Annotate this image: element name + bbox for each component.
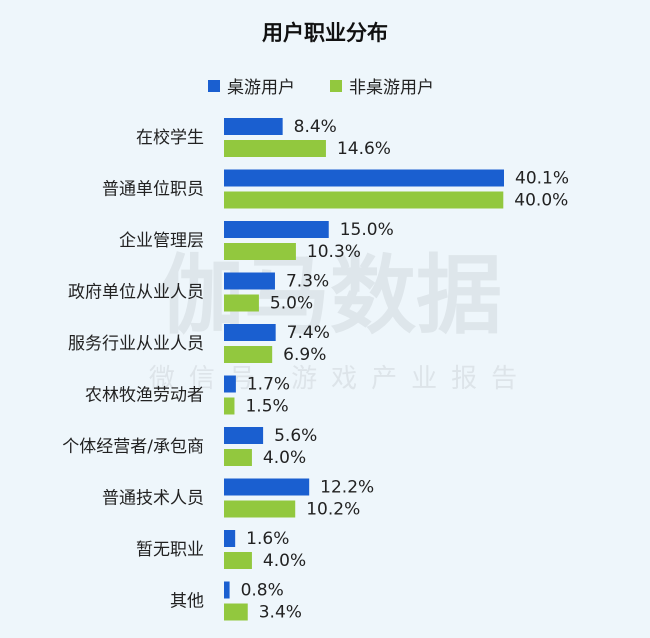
category-label: 暂无职业 [136, 540, 204, 560]
category-label: 个体经营者/承包商 [62, 437, 204, 457]
bar-desk-0 [224, 118, 283, 135]
category-label: 普通单位职员 [102, 180, 204, 200]
watermark: 伽马数据 微信号 游戏产业报告 [149, 246, 531, 394]
bar-nondesk-0 [224, 140, 326, 157]
bar-desk-7 [224, 478, 310, 496]
watermark-sub: 微信号 游戏产业报告 [149, 364, 531, 394]
legend-swatch-nondesk [330, 80, 342, 92]
value-label: 14.6% [337, 139, 391, 159]
legend-swatch-desk [208, 80, 220, 92]
value-label: 6.9% [283, 345, 326, 365]
value-label: 4.0% [263, 448, 306, 468]
bar-desk-2 [224, 221, 329, 238]
bar-nondesk-1 [224, 191, 504, 209]
category-label: 企业管理层 [119, 231, 204, 251]
bar-desk-6 [224, 427, 264, 444]
category-label: 在校学生 [136, 128, 204, 148]
value-label: 40.1% [515, 169, 569, 189]
bar-nondesk-2 [224, 243, 296, 260]
bar-desk-4 [224, 324, 276, 341]
bar-nondesk-9 [224, 603, 248, 621]
bar-desk-9 [224, 581, 230, 599]
bar-desk-1 [224, 169, 504, 187]
value-label: 40.0% [514, 191, 568, 211]
legend-label-nondesk: 非桌游用户 [349, 78, 434, 98]
category-label: 政府单位从业人员 [68, 283, 204, 303]
legend: 桌游用户 非桌游用户 [208, 78, 434, 98]
category-label: 农林牧渔劳动者 [85, 386, 204, 406]
value-label: 0.8% [241, 581, 284, 601]
value-label: 12.2% [320, 478, 374, 498]
bar-nondesk-4 [224, 346, 273, 363]
category-label: 其他 [170, 592, 204, 612]
bar-nondesk-8 [224, 552, 252, 569]
value-label: 8.4% [294, 117, 337, 137]
category-label: 服务行业从业人员 [68, 334, 204, 354]
bar-nondesk-7 [224, 500, 296, 518]
value-label: 4.0% [263, 551, 306, 571]
value-label: 7.4% [287, 323, 330, 343]
value-label: 10.3% [307, 242, 361, 262]
bar-desk-8 [224, 530, 236, 547]
legend-label-desk: 桌游用户 [227, 78, 295, 98]
bar-nondesk-3 [224, 294, 259, 312]
bar-desk-5 [224, 375, 236, 393]
plot-area: 在校学生8.4%14.6%普通单位职员40.1%40.0%企业管理层15.0%1… [62, 117, 569, 623]
watermark-main: 伽马数据 [158, 246, 502, 346]
value-label: 15.0% [340, 220, 394, 240]
bar-nondesk-6 [224, 449, 252, 466]
value-label: 10.2% [306, 500, 360, 520]
value-label: 3.4% [259, 603, 302, 623]
value-label: 5.0% [270, 294, 313, 314]
chart-title: 用户职业分布 [262, 21, 388, 45]
value-label: 1.6% [246, 529, 289, 549]
bar-nondesk-5 [224, 397, 235, 415]
bar-desk-3 [224, 272, 275, 290]
value-label: 5.6% [274, 426, 317, 446]
value-label: 1.7% [247, 375, 290, 395]
value-label: 7.3% [286, 272, 329, 292]
category-label: 普通技术人员 [102, 489, 204, 509]
value-label: 1.5% [245, 397, 288, 417]
